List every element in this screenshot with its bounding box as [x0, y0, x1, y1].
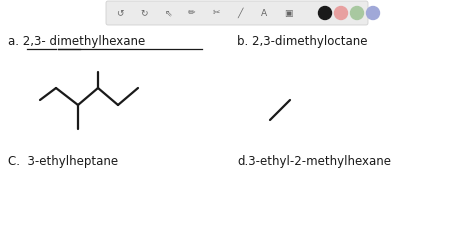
Circle shape: [350, 6, 364, 19]
Text: ⇖: ⇖: [164, 8, 172, 17]
Circle shape: [335, 6, 347, 19]
Text: ↺: ↺: [116, 8, 124, 17]
Circle shape: [366, 6, 380, 19]
Text: ✂: ✂: [212, 8, 220, 17]
Text: ↻: ↻: [140, 8, 148, 17]
Text: d.3-ethyl-2-methylhexane: d.3-ethyl-2-methylhexane: [237, 155, 391, 168]
Text: b. 2,3-dimethyloctane: b. 2,3-dimethyloctane: [237, 35, 367, 48]
FancyBboxPatch shape: [106, 1, 368, 25]
Circle shape: [319, 6, 331, 19]
Text: C.  3-ethylheptane: C. 3-ethylheptane: [8, 155, 118, 168]
Text: ✏: ✏: [188, 8, 196, 17]
Text: a. 2,3- dimethylhexane: a. 2,3- dimethylhexane: [8, 35, 145, 48]
Text: ╱: ╱: [237, 8, 243, 18]
Text: ▣: ▣: [284, 8, 292, 17]
Text: A: A: [261, 8, 267, 17]
